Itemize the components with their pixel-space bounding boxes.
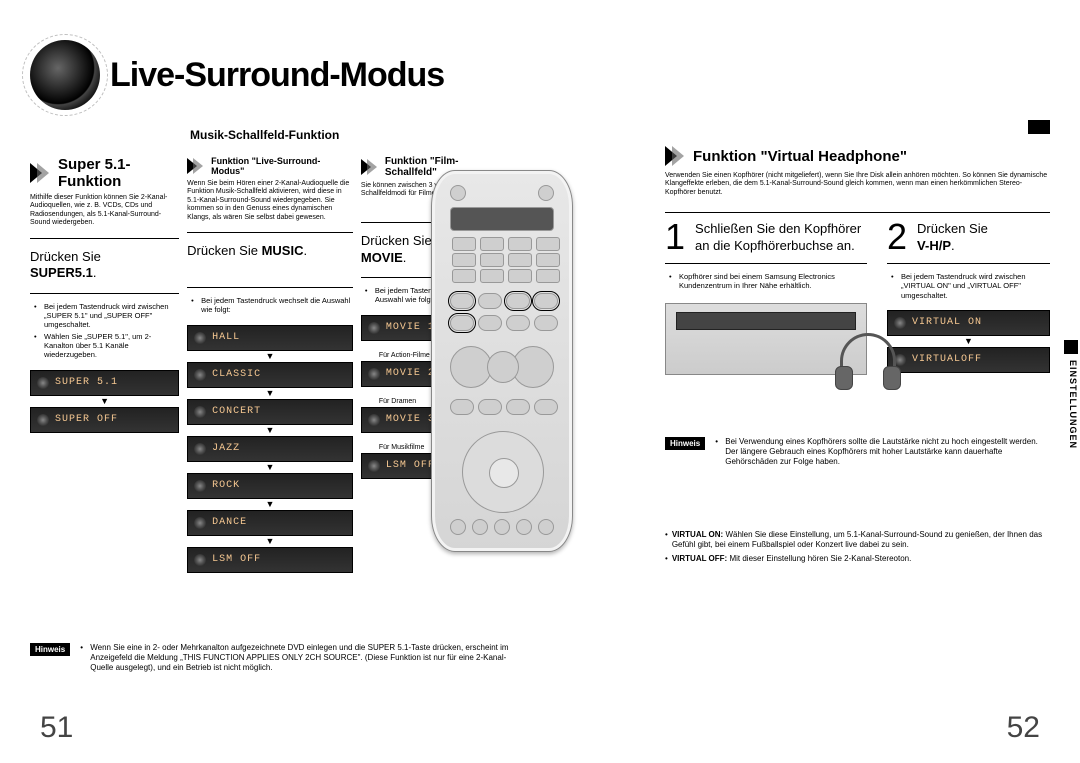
- hinweis-label: Hinweis: [30, 643, 70, 656]
- note: Wählen Sie „SUPER 5.1", um 2-Kanalton üb…: [38, 332, 179, 360]
- tab-marker: [1064, 340, 1078, 354]
- instr-pre: Drücken Sie: [361, 233, 432, 248]
- instr-pre: Drücken Sie: [187, 243, 261, 258]
- instruction-super51: Drücken Sie SUPER5.1.: [30, 249, 179, 283]
- display-strip: LSM OFF: [187, 547, 353, 573]
- display-strip: ROCK: [187, 473, 353, 499]
- virtual-on-label: VIRTUAL ON:: [672, 530, 723, 539]
- note: Bei jedem Tastendruck wechselt die Auswa…: [195, 296, 353, 315]
- virtual-off-text: Mit dieser Einstellung hören Sie 2-Kanal…: [729, 554, 911, 563]
- instr-pre: Drücken Sie: [917, 221, 988, 236]
- device-illustration: [665, 303, 867, 375]
- hinweis-right: Hinweis Bei Verwendung eines Kopfhörers …: [665, 437, 1050, 470]
- corner-marker: [1028, 120, 1050, 134]
- hinweis-text: Wenn Sie eine in 2- oder Mehrkanalton au…: [84, 643, 510, 674]
- sec-desc-vhp: Verwenden Sie einen Kopfhörer (nicht mit…: [665, 172, 1050, 202]
- display-strip: JAZZ: [187, 436, 353, 462]
- display-strip: VIRTUALOFF: [887, 347, 1050, 373]
- tab-label: EINSTELLUNGEN: [1068, 360, 1078, 449]
- play-icon: [361, 157, 381, 177]
- notes-super51: Bei jedem Tastendruck wird zwischen „SUP…: [30, 302, 179, 360]
- step-number-2: 2: [887, 221, 907, 253]
- sec-title-lsm: Funktion "Live-Surround-Modus": [211, 156, 353, 176]
- instruction-music: Drücken Sie MUSIC.: [187, 243, 353, 277]
- play-icon: [187, 156, 207, 176]
- remote-control: [431, 170, 573, 552]
- display-strip: HALL: [187, 325, 353, 351]
- display-text: MOVIE 2: [386, 368, 435, 379]
- col-lsm: Funktion "Live-Surround-Modus" Wenn Sie …: [187, 156, 353, 573]
- col-super51: Super 5.1-Funktion Mithilfe dieser Funkt…: [30, 156, 179, 573]
- note: Kopfhörer sind bei einem Samsung Electro…: [673, 272, 867, 291]
- display-text: CONCERT: [212, 406, 261, 417]
- notes-music: Bei jedem Tastendruck wechselt die Auswa…: [187, 296, 353, 315]
- sec-desc: Wenn Sie beim Hören einer 2-Kanal-Audioq…: [187, 180, 353, 222]
- display-text: VIRTUALOFF: [912, 354, 982, 365]
- virtual-off-label: VIRTUAL OFF:: [672, 554, 727, 563]
- display-text: MOVIE 3: [386, 414, 435, 425]
- step-2-text: Drücken Sie V-H/P.: [917, 221, 988, 255]
- display-text: ROCK: [212, 480, 240, 491]
- display-strip: CLASSIC: [187, 362, 353, 388]
- display-text: SUPER OFF: [55, 414, 118, 425]
- play-icon: [665, 144, 689, 168]
- instr-bold: V-H/P: [917, 238, 951, 253]
- sec-desc: Mithilfe dieser Funktion können Sie 2-Ka…: [30, 194, 179, 228]
- display-text: LSM OFF: [386, 460, 435, 471]
- instr-bold: MUSIC: [262, 243, 304, 258]
- header: Live-Surround-Modus: [30, 30, 510, 120]
- step-number-1: 1: [665, 221, 685, 253]
- instr-bold: MOVIE: [361, 250, 403, 265]
- step-1-col: 1 Schließen Sie den Kopfhörer an die Kop…: [665, 221, 867, 387]
- note: Bei jedem Tastendruck wird zwischen „SUP…: [38, 302, 179, 330]
- display-text: HALL: [212, 332, 240, 343]
- note: Bei jedem Tastendruck wird zwischen „VIR…: [895, 272, 1050, 300]
- main-title: Live-Surround-Modus: [110, 56, 444, 95]
- step-1-text: Schließen Sie den Kopfhörer an die Kopfh…: [695, 221, 867, 255]
- display-strip: CONCERT: [187, 399, 353, 425]
- step-2-col: 2 Drücken Sie V-H/P. Bei jedem Tastendru…: [887, 221, 1050, 387]
- virtual-notes: • VIRTUAL ON: Wählen Sie diese Einstellu…: [665, 530, 1050, 565]
- hinweis-left: Hinweis Wenn Sie eine in 2- oder Mehrkan…: [30, 643, 510, 676]
- display-text: LSM OFF: [212, 554, 261, 565]
- display-strip: SUPER OFF: [30, 407, 179, 433]
- display-strip: DANCE: [187, 510, 353, 536]
- speaker-icon: [30, 40, 100, 110]
- page-number-right: 52: [1007, 711, 1040, 745]
- display-text: MOVIE 1: [386, 322, 435, 333]
- hinweis-label: Hinweis: [665, 437, 705, 450]
- play-icon: [30, 161, 54, 185]
- display-strip: SUPER 5.1: [30, 370, 179, 396]
- subheading: Musik-Schallfeld-Funktion: [190, 128, 510, 142]
- page-number-left: 51: [40, 711, 73, 745]
- display-text: VIRTUAL ON: [912, 317, 982, 328]
- page-right: Funktion "Virtual Headphone" Verwenden S…: [540, 0, 1080, 763]
- instr-pre: Drücken Sie: [30, 249, 101, 264]
- display-text: CLASSIC: [212, 369, 261, 380]
- hinweis-text: Bei Verwendung eines Kopfhörers sollte d…: [719, 437, 1050, 468]
- sec-title-super51: Super 5.1-Funktion: [58, 156, 179, 190]
- display-text: JAZZ: [212, 443, 240, 454]
- virtual-on-text: Wählen Sie diese Einstellung, um 5.1-Kan…: [672, 530, 1042, 549]
- instr-bold: SUPER5.1: [30, 265, 93, 280]
- display-strip: VIRTUAL ON: [887, 310, 1050, 336]
- display-text: DANCE: [212, 517, 247, 528]
- sec-title-vhp: Funktion "Virtual Headphone": [693, 148, 907, 165]
- display-text: SUPER 5.1: [55, 377, 118, 388]
